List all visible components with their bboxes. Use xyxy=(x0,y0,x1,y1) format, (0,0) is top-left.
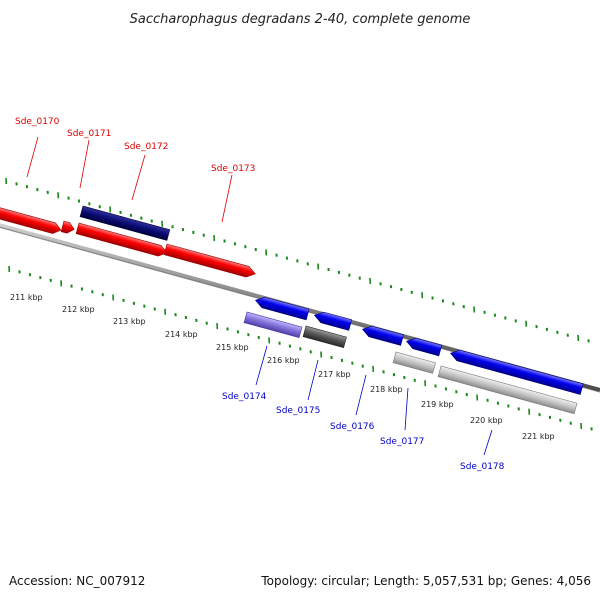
gene-label[interactable]: Sde_0177 xyxy=(380,437,424,447)
reverse-strand xyxy=(243,295,584,415)
gene-label[interactable]: Sde_0170 xyxy=(15,117,60,127)
kbp-label: 221 kbp xyxy=(522,432,555,441)
lower-tick-row xyxy=(8,265,593,431)
kbp-label: 216 kbp xyxy=(267,356,300,365)
gene-label[interactable]: Sde_0175 xyxy=(276,406,320,416)
kbp-label: 212 kbp xyxy=(62,305,95,314)
kbp-label: 217 kbp xyxy=(318,370,351,379)
feature-block[interactable] xyxy=(302,325,347,349)
feature-block[interactable] xyxy=(79,205,171,241)
kbp-label: 220 kbp xyxy=(470,416,503,425)
label-leader-line xyxy=(255,345,268,386)
gene-label[interactable]: Sde_0178 xyxy=(460,462,505,472)
gene-arrow[interactable] xyxy=(361,324,404,346)
gene-label[interactable]: Sde_0174 xyxy=(222,392,267,402)
gene-arrow[interactable] xyxy=(60,220,75,235)
kbp-label: 214 kbp xyxy=(165,330,198,339)
label-leader-line xyxy=(221,174,233,223)
kbp-label: 215 kbp xyxy=(216,343,249,352)
accession-text: Accession: NC_007912 xyxy=(9,574,145,588)
feature-block[interactable] xyxy=(243,311,303,339)
map-title: Saccharophagus degradans 2-40, complete … xyxy=(130,12,471,27)
gene-label[interactable]: Sde_0176 xyxy=(330,422,375,432)
label-leader-line xyxy=(79,139,90,189)
gene-arrow[interactable] xyxy=(0,204,62,235)
forward-gene-labels: Sde_0170 Sde_0171 Sde_0172 Sde_0173 xyxy=(15,117,255,223)
gene-arrow[interactable] xyxy=(449,348,584,395)
gene-arrow[interactable] xyxy=(313,310,353,331)
label-leader-line xyxy=(483,429,493,456)
kbp-label: 218 kbp xyxy=(370,385,403,394)
topology-text: Topology: circular; Length: 5,057,531 bp… xyxy=(260,574,591,588)
gene-arrow[interactable] xyxy=(254,295,310,321)
label-leader-line xyxy=(26,136,39,178)
label-leader-line xyxy=(131,154,146,201)
gene-arrow[interactable] xyxy=(405,336,443,357)
gene-label[interactable]: Sde_0172 xyxy=(124,142,168,152)
upper-tick-row xyxy=(5,177,590,343)
gene-arrow[interactable] xyxy=(75,222,169,258)
kbp-label: 213 kbp xyxy=(113,317,146,326)
feature-block[interactable] xyxy=(392,351,436,374)
label-leader-line xyxy=(355,374,367,416)
feature-block[interactable] xyxy=(437,365,578,415)
gene-label[interactable]: Sde_0171 xyxy=(67,129,111,139)
reverse-gene-labels: Sde_0174 Sde_0175 Sde_0176 Sde_0177 Sde_… xyxy=(222,345,505,472)
kbp-label: 219 kbp xyxy=(421,400,454,409)
label-leader-line xyxy=(307,359,319,401)
kbp-labels: 211 kbp 212 kbp 213 kbp 214 kbp 215 kbp … xyxy=(10,293,555,441)
forward-strand xyxy=(0,204,257,279)
gene-arrow[interactable] xyxy=(163,243,257,279)
kbp-label: 211 kbp xyxy=(10,293,43,302)
gene-label[interactable]: Sde_0173 xyxy=(211,164,255,174)
label-leader-line xyxy=(404,387,409,431)
